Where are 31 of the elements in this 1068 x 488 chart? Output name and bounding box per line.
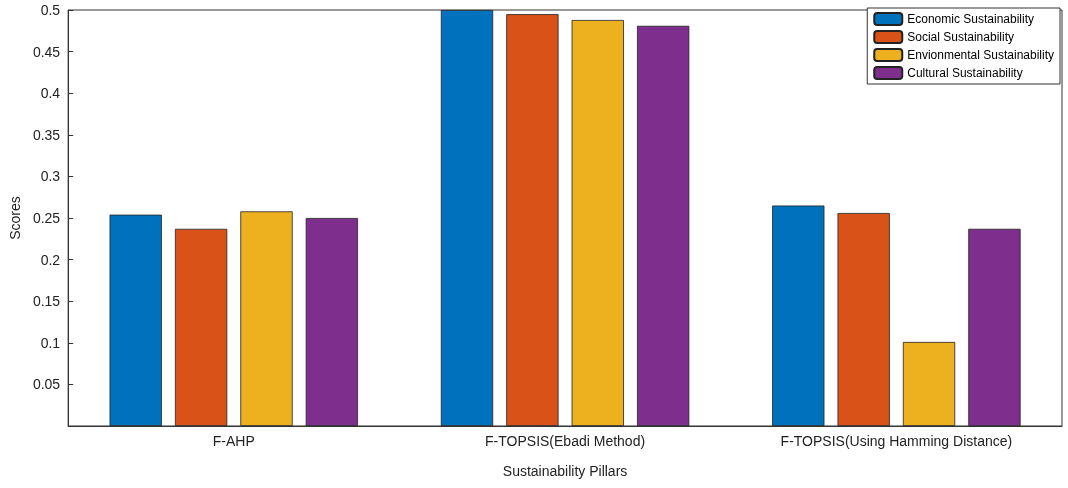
legend-label: Envionmental Sustainability [907, 48, 1054, 62]
legend-label: Economic Sustainability [907, 12, 1034, 26]
bar [174, 228, 228, 426]
bar [837, 213, 890, 426]
bar [571, 19, 624, 426]
y-tick-label: 0.2 [40, 251, 61, 268]
y-axis-title: Scores [7, 196, 23, 240]
bar [506, 14, 559, 426]
y-tick-label: 0.1 [40, 334, 61, 351]
y-tick-label: 0.35 [32, 126, 61, 143]
bar [968, 228, 1021, 426]
bar [109, 214, 162, 426]
y-tick-label: 0.3 [40, 168, 61, 185]
bar [240, 211, 293, 426]
x-tick-label: F-AHP [212, 433, 255, 449]
y-tick-label: 0.4 [40, 85, 61, 102]
y-tick-label: 0.25 [32, 210, 61, 226]
bar [902, 341, 956, 426]
y-tick-label: 0.5 [40, 2, 61, 18]
y-tick-label: 0.45 [32, 43, 61, 60]
y-tick-label: 0.15 [32, 293, 61, 310]
y-tick-label: 0.05 [32, 376, 61, 393]
legend-label: Social Sustainability [907, 30, 1014, 44]
x-axis-title: Sustainability Pillars [502, 463, 628, 479]
x-tick-label: F-TOPSIS(Using Hamming Distance) [780, 433, 1013, 449]
bar [440, 10, 494, 426]
legend-label: Cultural Sustainability [907, 66, 1023, 80]
bar [305, 218, 359, 426]
bar [637, 25, 690, 426]
bar [772, 205, 825, 426]
x-tick-label: F-TOPSIS(Ebadi Method) [485, 433, 646, 449]
